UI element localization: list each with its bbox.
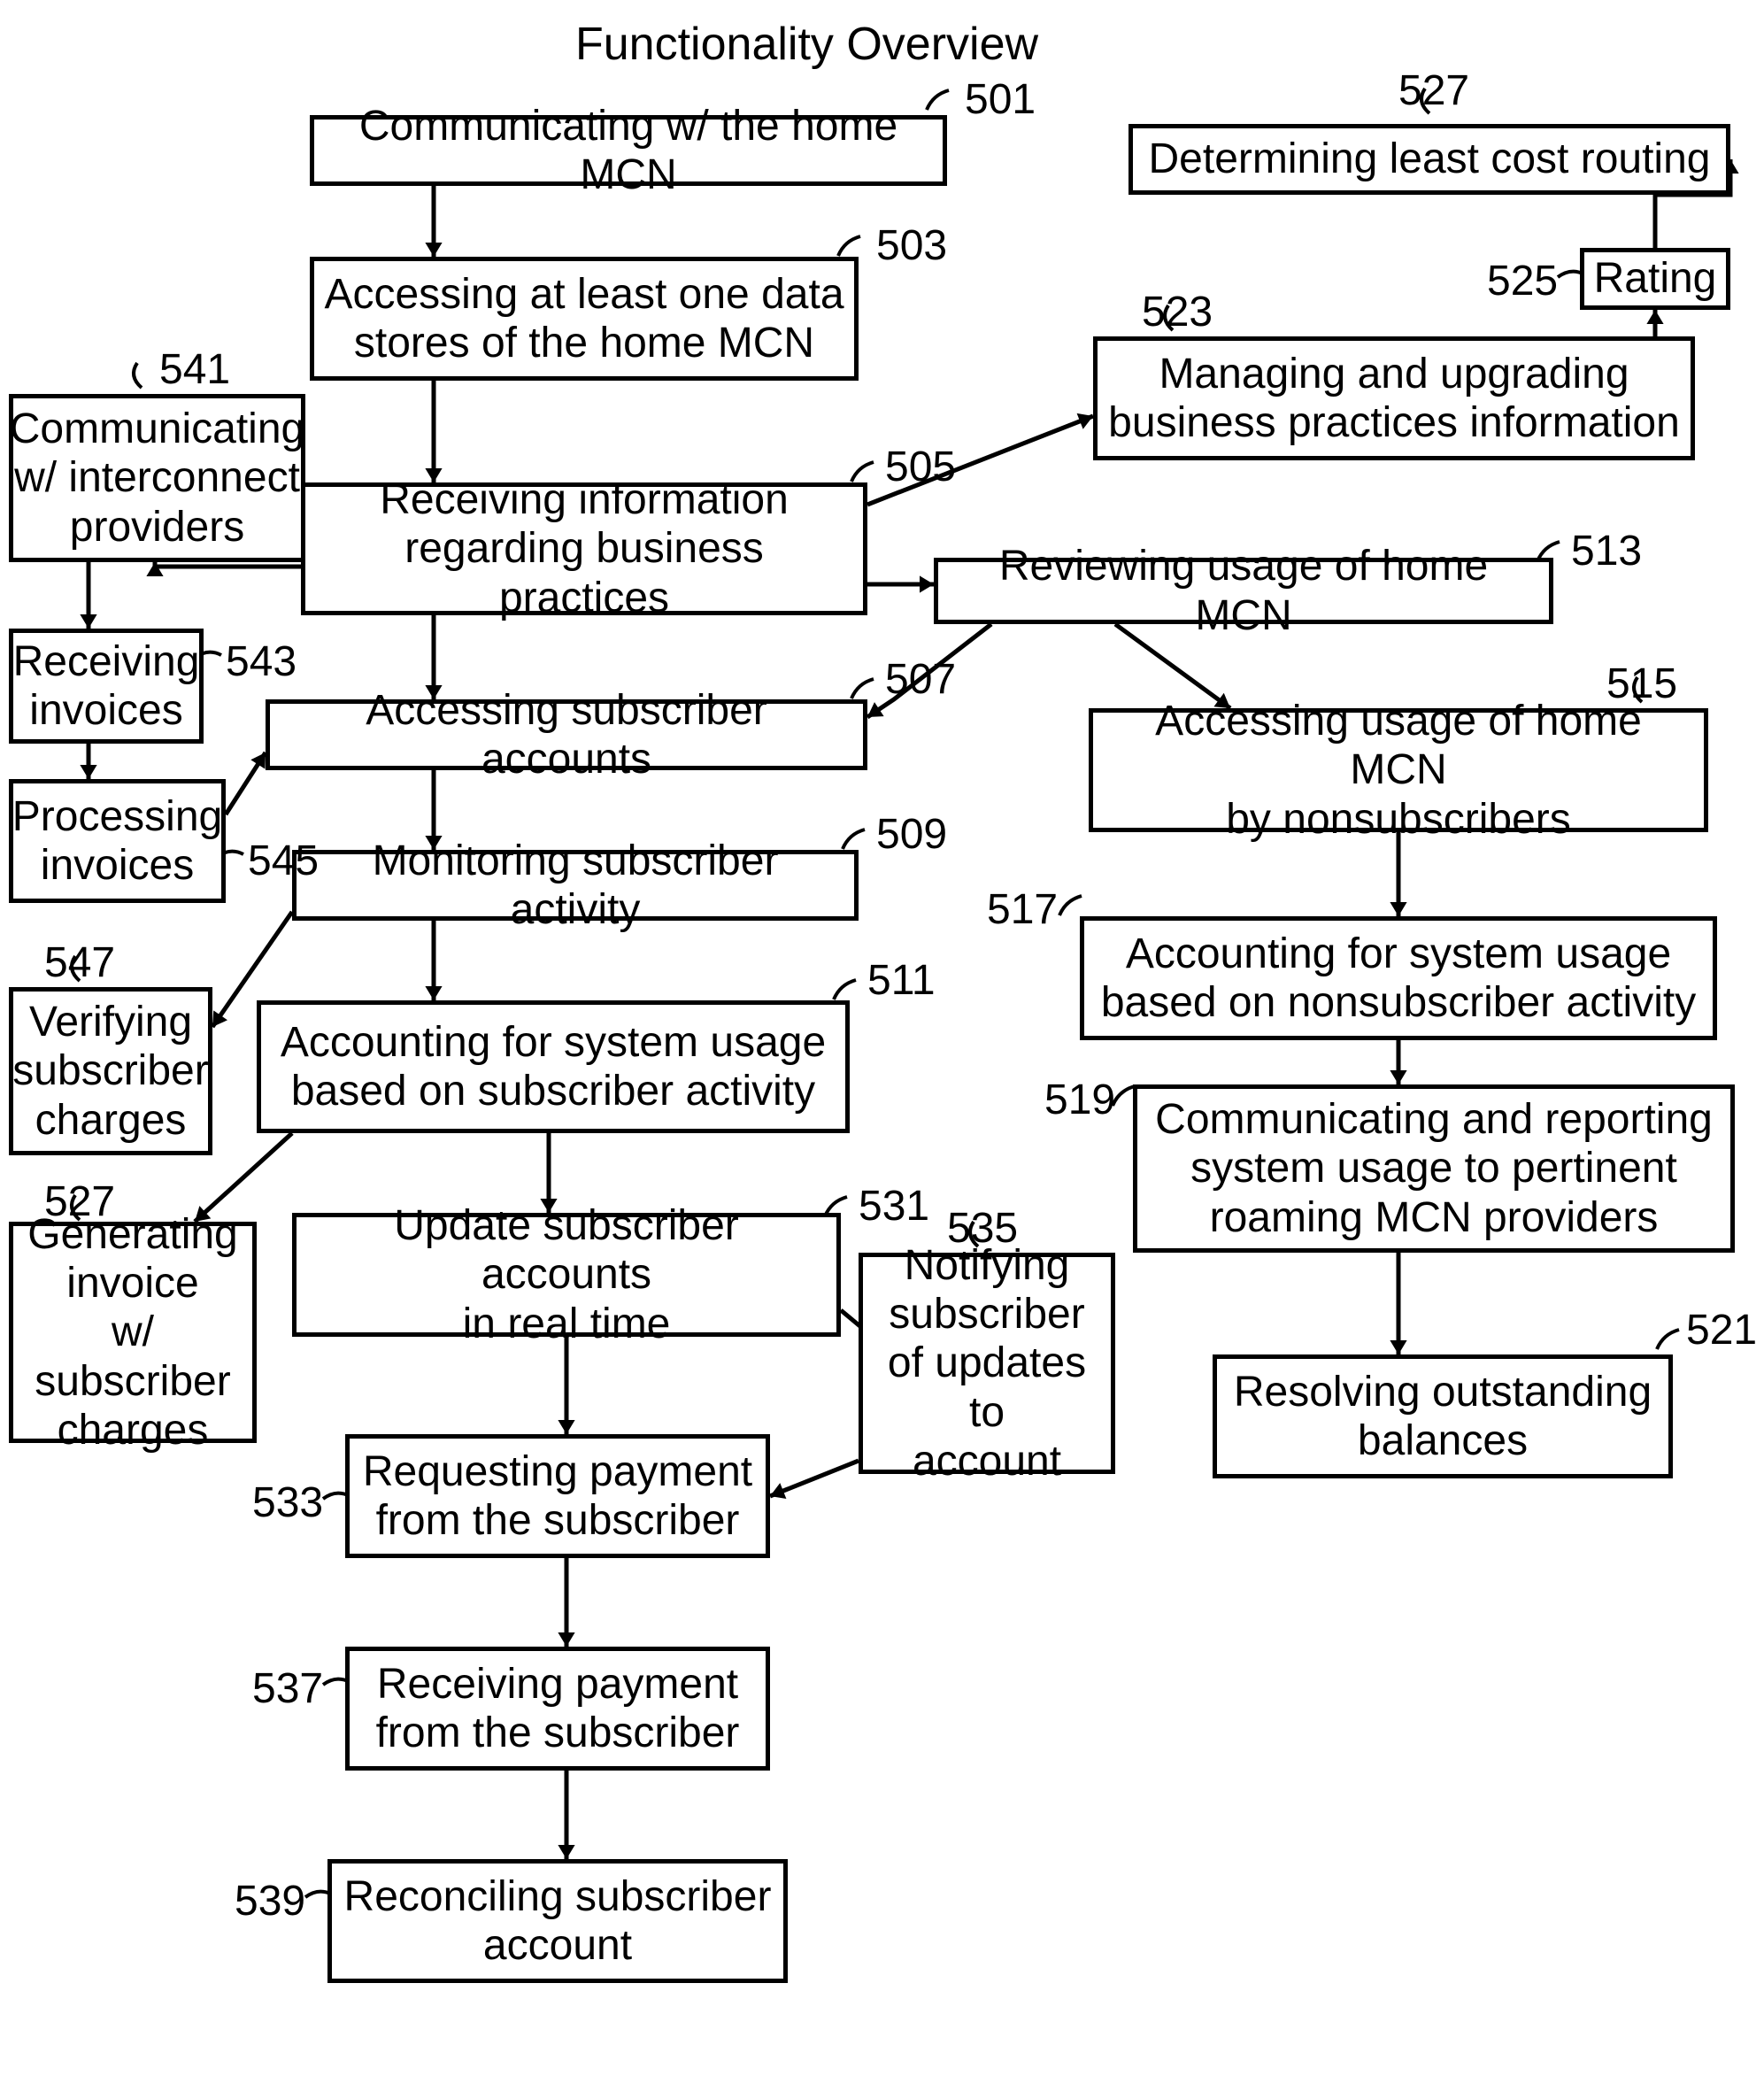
ref-515-n515: 515 [1606, 660, 1677, 708]
node-label: Receivinginvoices [13, 637, 200, 735]
diagram-canvas: Functionality Overview Communicating w/ … [0, 0, 1764, 2099]
node-n501: Communicating w/ the home MCN [310, 115, 947, 186]
ref-521-n521: 521 [1686, 1306, 1757, 1354]
ref-539-n539: 539 [235, 1877, 305, 1925]
ref-503-n503: 503 [876, 221, 947, 270]
ref-535-n535: 535 [947, 1204, 1018, 1253]
node-n507: Accessing subscriber accounts [266, 699, 867, 770]
node-n541: Communicatingw/ interconnectproviders [9, 394, 305, 562]
node-n517: Accounting for system usagebased on nons… [1080, 916, 1717, 1040]
node-label: Notifyingsubscriberof updates toaccount [872, 1241, 1102, 1486]
node-n527a: Determining least cost routing [1128, 124, 1730, 195]
ref-509-n509: 509 [876, 810, 947, 859]
ref-527-n527b: 527 [44, 1177, 115, 1226]
node-n535: Notifyingsubscriberof updates toaccount [859, 1253, 1115, 1474]
ref-513-n513: 513 [1571, 527, 1642, 575]
ref-541-n541: 541 [159, 345, 230, 394]
node-n537: Receiving paymentfrom the subscriber [345, 1647, 770, 1771]
ref-507-n507: 507 [885, 655, 956, 704]
node-n523: Managing and upgradingbusiness practices… [1093, 336, 1695, 460]
ref-511-n511: 511 [867, 956, 936, 1005]
node-n503: Accessing at least one datastores of the… [310, 257, 859, 381]
node-label: Accessing usage of home MCNby nonsubscri… [1102, 697, 1695, 844]
node-n533: Requesting paymentfrom the subscriber [345, 1434, 770, 1558]
node-label: Communicatingw/ interconnectproviders [10, 405, 304, 552]
node-n527b: Generatinginvoicew/ subscribercharges [9, 1222, 257, 1443]
node-label: Processinginvoices [12, 792, 222, 890]
node-n519: Communicating and reportingsystem usage … [1133, 1084, 1735, 1253]
ref-525-n525: 525 [1487, 257, 1558, 305]
node-n531: Update subscriber accountsin real time [292, 1213, 841, 1337]
node-label: Reconciling subscriberaccount [344, 1872, 772, 1970]
node-label: Determining least cost routing [1149, 135, 1711, 183]
node-label: Verifyingsubscribercharges [12, 998, 208, 1145]
node-label: Monitoring subscriber activity [305, 837, 845, 934]
ref-505-n505: 505 [885, 443, 956, 491]
node-n545: Processinginvoices [9, 779, 226, 903]
node-n525: Rating [1580, 248, 1730, 310]
ref-527-n527a: 527 [1398, 66, 1469, 115]
node-n515: Accessing usage of home MCNby nonsubscri… [1089, 708, 1708, 832]
ref-545-n545: 545 [248, 837, 319, 885]
node-label: Accounting for system usagebased on nons… [1101, 930, 1696, 1027]
node-n511: Accounting for system usagebased on subs… [257, 1000, 850, 1133]
ref-543-n543: 543 [226, 637, 297, 686]
node-label: Generatinginvoicew/ subscribercharges [22, 1210, 243, 1455]
node-label: Rating [1594, 254, 1717, 303]
ref-547-n547: 547 [44, 938, 115, 987]
node-label: Receiving paymentfrom the subscriber [376, 1660, 740, 1757]
diagram-title: Functionality Overview [575, 18, 1038, 71]
node-label: Update subscriber accountsin real time [305, 1201, 828, 1348]
node-n547: Verifyingsubscribercharges [9, 987, 212, 1155]
node-label: Accounting for system usagebased on subs… [281, 1018, 826, 1115]
node-n521: Resolving outstandingbalances [1213, 1354, 1673, 1478]
node-label: Requesting paymentfrom the subscriber [363, 1447, 752, 1545]
node-label: Reviewing usage of home MCN [947, 542, 1540, 639]
node-label: Communicating and reportingsystem usage … [1155, 1095, 1713, 1242]
node-label: Accessing at least one datastores of the… [324, 270, 843, 367]
ref-531-n531: 531 [859, 1182, 929, 1231]
ref-533-n533: 533 [252, 1478, 323, 1527]
node-label: Managing and upgradingbusiness practices… [1108, 350, 1680, 447]
node-label: Communicating w/ the home MCN [323, 102, 934, 199]
node-label: Resolving outstandingbalances [1234, 1368, 1652, 1465]
ref-517-n517: 517 [987, 885, 1058, 934]
node-n509: Monitoring subscriber activity [292, 850, 859, 921]
ref-537-n537: 537 [252, 1664, 323, 1713]
node-label: Accessing subscriber accounts [279, 686, 854, 783]
ref-501-n501: 501 [965, 75, 1036, 124]
node-n505: Receiving informationregarding business … [301, 482, 867, 615]
node-n539: Reconciling subscriberaccount [327, 1859, 788, 1983]
node-n543: Receivinginvoices [9, 629, 204, 744]
node-n513: Reviewing usage of home MCN [934, 558, 1553, 624]
node-label: Receiving informationregarding business … [314, 475, 854, 622]
ref-519-n519: 519 [1044, 1076, 1115, 1124]
ref-523-n523: 523 [1142, 288, 1213, 336]
